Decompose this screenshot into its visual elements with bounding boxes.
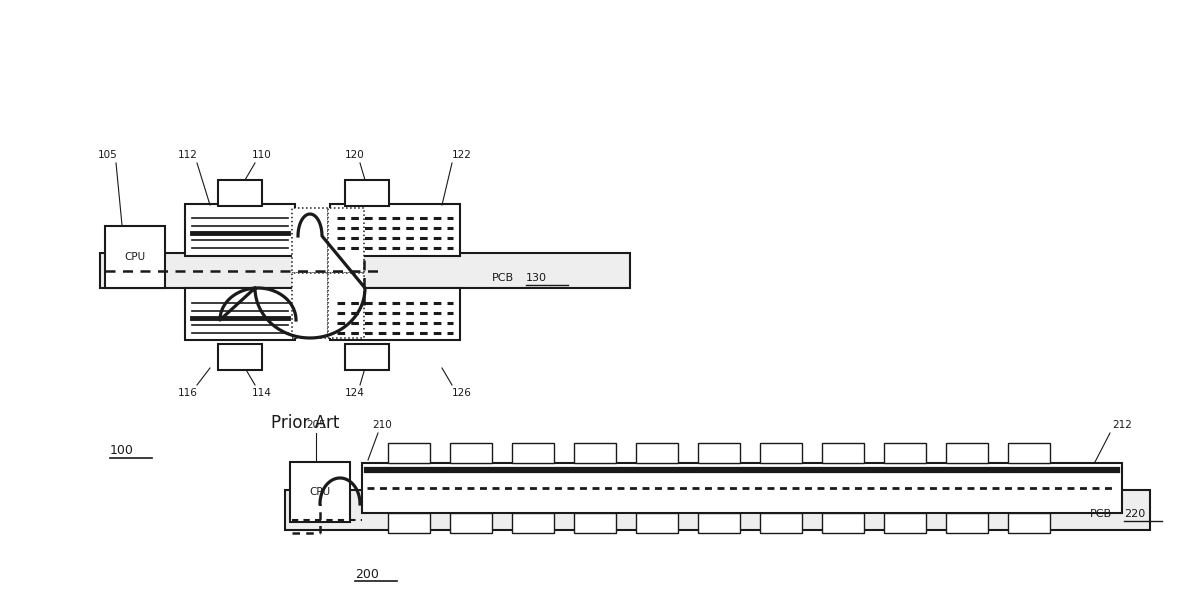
Bar (388, 443, 430, 463)
Bar (574, 513, 616, 533)
Text: 205: 205 (306, 420, 326, 430)
Bar (362, 463, 1122, 513)
Text: 100: 100 (110, 444, 134, 456)
Bar (290, 462, 350, 522)
Bar (292, 273, 328, 338)
Text: PCB: PCB (1090, 509, 1112, 519)
Text: 112: 112 (178, 150, 198, 160)
Bar (330, 204, 460, 256)
Bar (218, 180, 262, 206)
Text: 105: 105 (98, 150, 118, 160)
Text: 122: 122 (452, 150, 472, 160)
Bar (292, 208, 328, 273)
Bar (636, 513, 678, 533)
Bar (884, 443, 926, 463)
Text: CPU: CPU (310, 487, 330, 497)
Text: 124: 124 (346, 388, 365, 398)
Bar (698, 443, 740, 463)
Bar (286, 490, 1150, 530)
Bar (330, 288, 460, 340)
Bar (512, 513, 554, 533)
Bar (450, 443, 492, 463)
Text: PCB: PCB (492, 273, 514, 283)
Bar (760, 443, 802, 463)
Text: 126: 126 (452, 388, 472, 398)
Bar (822, 513, 864, 533)
Bar (574, 443, 616, 463)
Bar (388, 513, 430, 533)
Text: 210: 210 (372, 420, 392, 430)
Text: 130: 130 (526, 273, 547, 283)
Bar (450, 513, 492, 533)
Text: 200: 200 (355, 568, 379, 581)
Text: 114: 114 (252, 388, 272, 398)
Bar (822, 443, 864, 463)
Bar (1008, 443, 1050, 463)
Bar (946, 443, 988, 463)
Bar (636, 443, 678, 463)
Text: 220: 220 (1124, 509, 1145, 519)
Bar (346, 344, 389, 370)
Bar (328, 273, 364, 338)
Bar (946, 513, 988, 533)
Text: 116: 116 (178, 388, 198, 398)
Text: CPU: CPU (125, 252, 145, 262)
Text: 110: 110 (252, 150, 272, 160)
Text: Prior Art: Prior Art (271, 414, 340, 432)
Bar (100, 253, 630, 288)
Bar (346, 180, 389, 206)
Bar (760, 513, 802, 533)
Bar (328, 208, 364, 273)
Text: 212: 212 (1112, 420, 1132, 430)
Bar (218, 344, 262, 370)
Bar (185, 204, 295, 256)
Bar (884, 513, 926, 533)
Bar (698, 513, 740, 533)
Bar (185, 288, 295, 340)
Bar (512, 443, 554, 463)
Bar (106, 226, 166, 288)
Text: 120: 120 (346, 150, 365, 160)
Bar (1008, 513, 1050, 533)
